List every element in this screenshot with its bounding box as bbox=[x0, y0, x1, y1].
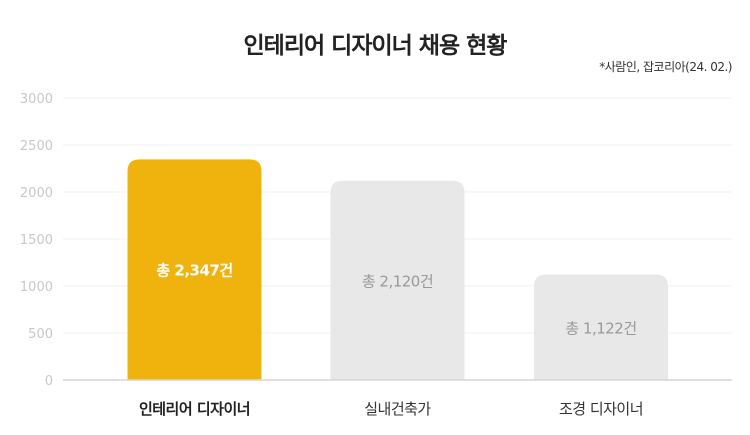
y-tick-label: 500 bbox=[28, 327, 53, 342]
source-note: *사람인, 잡코리아(24. 02.) bbox=[599, 60, 732, 74]
data-label: 총 2,120건 bbox=[362, 272, 433, 290]
bar bbox=[534, 274, 668, 380]
data-label: 총 2,347건 bbox=[156, 262, 232, 280]
y-tick-label: 1000 bbox=[20, 280, 53, 295]
y-tick-label: 2500 bbox=[20, 139, 53, 154]
bar bbox=[330, 180, 465, 380]
x-tick-label: 인테리어 디자이너 bbox=[139, 400, 250, 418]
y-tick-label: 3000 bbox=[20, 92, 53, 107]
bar bbox=[127, 159, 262, 380]
y-tick-label: 1500 bbox=[20, 233, 53, 248]
y-tick-label: 0 bbox=[45, 374, 53, 389]
x-tick-label: 조경 디자이너 bbox=[559, 400, 643, 418]
data-label: 총 1,122건 bbox=[565, 319, 636, 337]
y-tick-label: 2000 bbox=[20, 186, 53, 201]
x-tick-label: 실내건축가 bbox=[364, 400, 431, 418]
chart-title: 인테리어 디자이너 채용 현황 bbox=[243, 33, 508, 59]
